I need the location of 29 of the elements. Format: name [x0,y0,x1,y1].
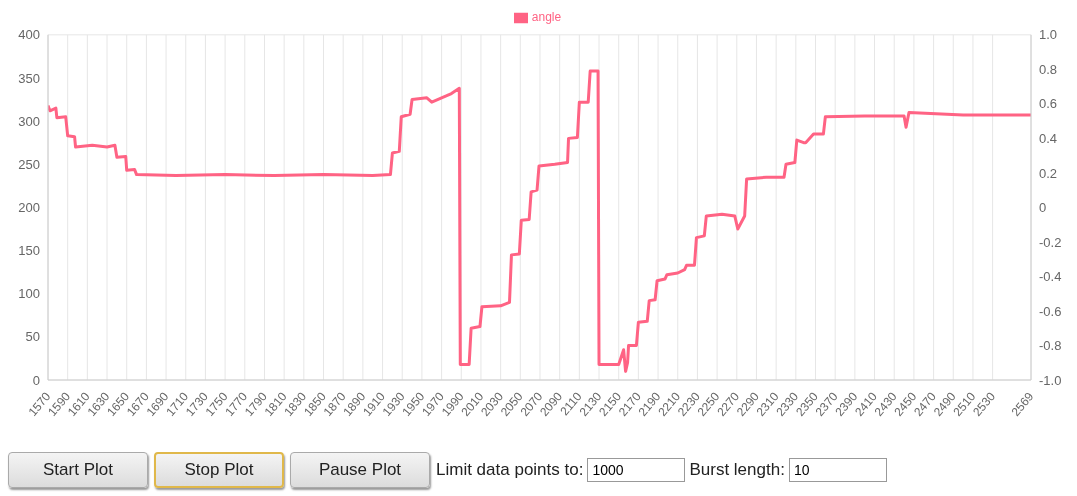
y-tick-label: 400 [18,27,40,43]
y2-tick-label: -0.6 [1039,303,1062,319]
y-tick-label: 150 [18,243,40,259]
text: Stop Plot [154,452,284,488]
text: Burst length: [689,460,785,480]
y2-tick-label: -1.0 [1039,372,1062,388]
text: 10 [788,458,887,482]
text: Start Plot [8,452,148,488]
y2-tick-label: -0.2 [1039,234,1062,250]
y2-tick-label: 0.4 [1039,130,1058,146]
y2-tick-label: -0.8 [1039,338,1062,354]
y2-tick-label: 1.0 [1039,27,1058,43]
y-tick-label: 100 [18,286,40,302]
text: 1000 [587,458,686,482]
y2-tick-label: 0 [1039,200,1047,216]
y-tick-label: 300 [18,113,40,129]
y2-tick-label: 0.6 [1039,96,1058,112]
y-tick-label: 250 [18,156,40,172]
legend-label: angle [531,10,562,24]
y-tick-label: 0 [32,372,40,388]
text: Limit data points to: [436,460,584,480]
text: Pause Plot [290,452,430,488]
y-tick-label: 350 [18,70,40,86]
y2-tick-label: -0.4 [1039,269,1062,285]
y2-tick-label: 0.8 [1039,61,1058,77]
y-tick-label: 50 [25,329,40,345]
line-series [48,69,1031,373]
y-tick-label: 200 [18,200,40,216]
y2-tick-label: 0.2 [1039,165,1058,181]
